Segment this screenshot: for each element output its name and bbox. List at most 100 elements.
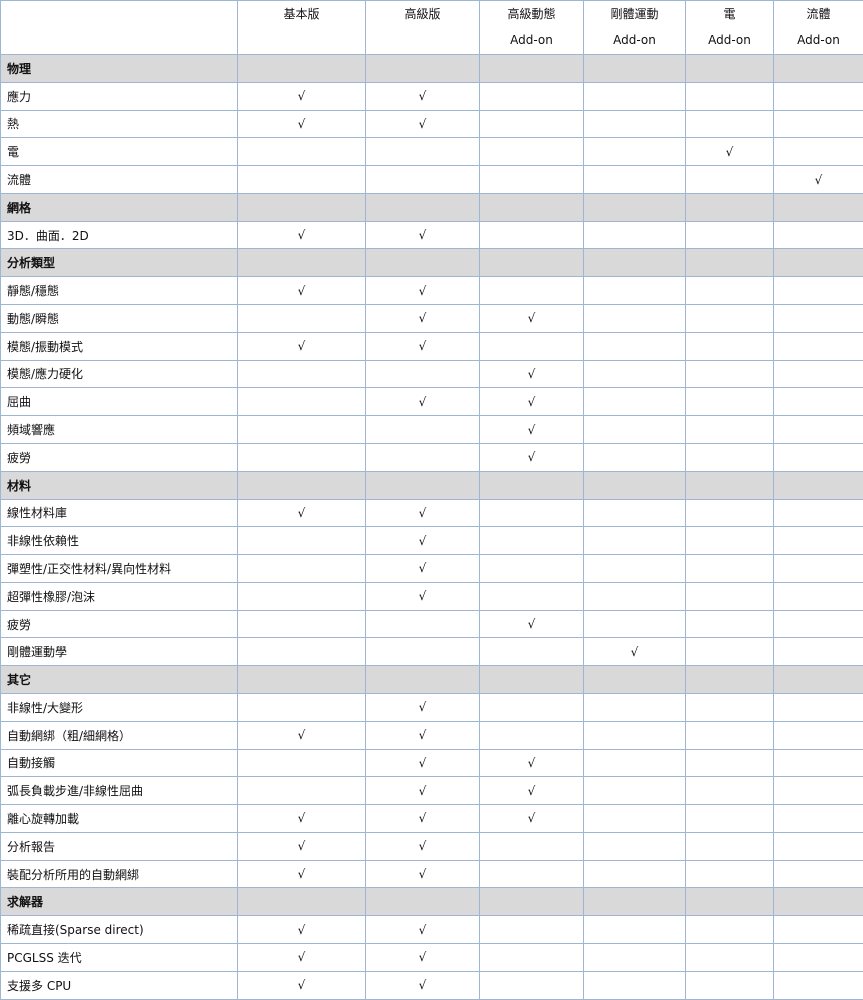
check-mark: √ xyxy=(365,581,480,611)
empty-cell xyxy=(583,970,686,1000)
empty-cell xyxy=(479,137,584,167)
section-cell xyxy=(583,470,686,500)
check-mark: √ xyxy=(237,859,366,889)
empty-cell xyxy=(237,442,366,472)
feature-label: 彈塑性/正交性材料/異向性材料 xyxy=(0,554,238,583)
feature-label: 屈曲 xyxy=(0,387,238,417)
check-mark: √ xyxy=(365,943,480,972)
check-mark: √ xyxy=(365,831,480,861)
empty-cell xyxy=(479,165,584,194)
check-mark: √ xyxy=(365,554,480,583)
check-mark: √ xyxy=(237,276,366,306)
empty-cell xyxy=(237,359,366,389)
empty-cell xyxy=(583,859,686,889)
empty-cell xyxy=(773,554,863,583)
section-cell xyxy=(685,192,774,222)
empty-cell xyxy=(685,970,774,1000)
feature-label: 超彈性橡膠/泡沫 xyxy=(0,581,238,611)
empty-cell xyxy=(773,387,863,417)
check-mark: √ xyxy=(237,331,366,361)
check-mark: √ xyxy=(365,109,480,139)
empty-cell xyxy=(685,220,774,250)
check-mark: √ xyxy=(479,442,584,472)
feature-label: 疲勞 xyxy=(0,442,238,472)
check-mark: √ xyxy=(365,331,480,361)
section-cell xyxy=(479,470,584,500)
header-cell-advanced: 高級版 xyxy=(365,0,480,55)
empty-cell xyxy=(479,581,584,611)
empty-cell xyxy=(685,415,774,444)
table-row: 動態/瞬態 √ √ xyxy=(0,304,863,333)
empty-cell xyxy=(583,943,686,972)
empty-cell xyxy=(685,387,774,417)
table-row: 剛體運動學 √ xyxy=(0,637,863,667)
feature-label: 動態/瞬態 xyxy=(0,304,238,333)
table-row: 裝配分析所用的自動網綁 √ √ xyxy=(0,859,863,889)
empty-cell xyxy=(685,165,774,194)
empty-cell xyxy=(583,442,686,472)
table-row: 3D．曲面．2D √ √ xyxy=(0,220,863,250)
header-cell-feature xyxy=(0,0,238,55)
check-mark: √ xyxy=(479,304,584,333)
empty-cell xyxy=(773,109,863,139)
section-cell xyxy=(685,470,774,500)
empty-cell xyxy=(773,498,863,528)
empty-cell xyxy=(773,609,863,639)
check-mark: √ xyxy=(365,276,480,306)
empty-cell xyxy=(773,943,863,972)
empty-cell xyxy=(773,581,863,611)
empty-cell xyxy=(583,609,686,639)
empty-cell xyxy=(773,359,863,389)
section-cell xyxy=(685,54,774,83)
empty-cell xyxy=(773,304,863,333)
empty-cell xyxy=(583,415,686,444)
check-mark: √ xyxy=(365,720,480,750)
empty-cell xyxy=(773,415,863,444)
section-row: 求解器 xyxy=(0,887,863,917)
empty-cell xyxy=(237,387,366,417)
empty-cell xyxy=(685,581,774,611)
table-row: 自動網綁（粗/細網格） √ √ xyxy=(0,720,863,750)
feature-label: 頻域響應 xyxy=(0,415,238,444)
empty-cell xyxy=(773,859,863,889)
empty-cell xyxy=(583,276,686,306)
empty-cell xyxy=(479,637,584,667)
check-mark: √ xyxy=(237,970,366,1000)
section-cell xyxy=(773,665,863,694)
empty-cell xyxy=(773,526,863,556)
empty-cell xyxy=(773,442,863,472)
check-mark: √ xyxy=(365,498,480,528)
empty-cell xyxy=(773,220,863,250)
section-title: 分析類型 xyxy=(0,248,238,278)
header-line2: Add-on xyxy=(613,33,656,47)
check-mark: √ xyxy=(479,359,584,389)
check-mark: √ xyxy=(237,220,366,250)
empty-cell xyxy=(685,554,774,583)
table-row: 熱 √ √ xyxy=(0,109,863,139)
header-line1: 剛體運動 xyxy=(610,7,659,21)
header-row: 基本版 高級版 高級動態 Add-on 剛體運動 Add-on 電 Add-on 流體… xyxy=(0,0,863,55)
empty-cell xyxy=(773,915,863,944)
check-mark: √ xyxy=(479,609,584,639)
empty-cell xyxy=(773,970,863,1000)
check-mark: √ xyxy=(479,415,584,444)
empty-cell xyxy=(237,415,366,444)
section-row: 物理 xyxy=(0,54,863,83)
empty-cell xyxy=(583,387,686,417)
empty-cell xyxy=(685,637,774,667)
empty-cell xyxy=(479,915,584,944)
section-cell xyxy=(685,887,774,917)
empty-cell xyxy=(583,304,686,333)
check-mark: √ xyxy=(479,776,584,806)
empty-cell xyxy=(685,442,774,472)
empty-cell xyxy=(237,526,366,556)
empty-cell xyxy=(237,554,366,583)
section-cell xyxy=(237,665,366,694)
header-line2: Add-on xyxy=(797,33,840,47)
table-row: 自動接觸 √ √ xyxy=(0,748,863,778)
empty-cell xyxy=(685,859,774,889)
check-mark: √ xyxy=(365,970,480,1000)
empty-cell xyxy=(479,498,584,528)
check-mark: √ xyxy=(237,804,366,833)
empty-cell xyxy=(583,81,686,111)
